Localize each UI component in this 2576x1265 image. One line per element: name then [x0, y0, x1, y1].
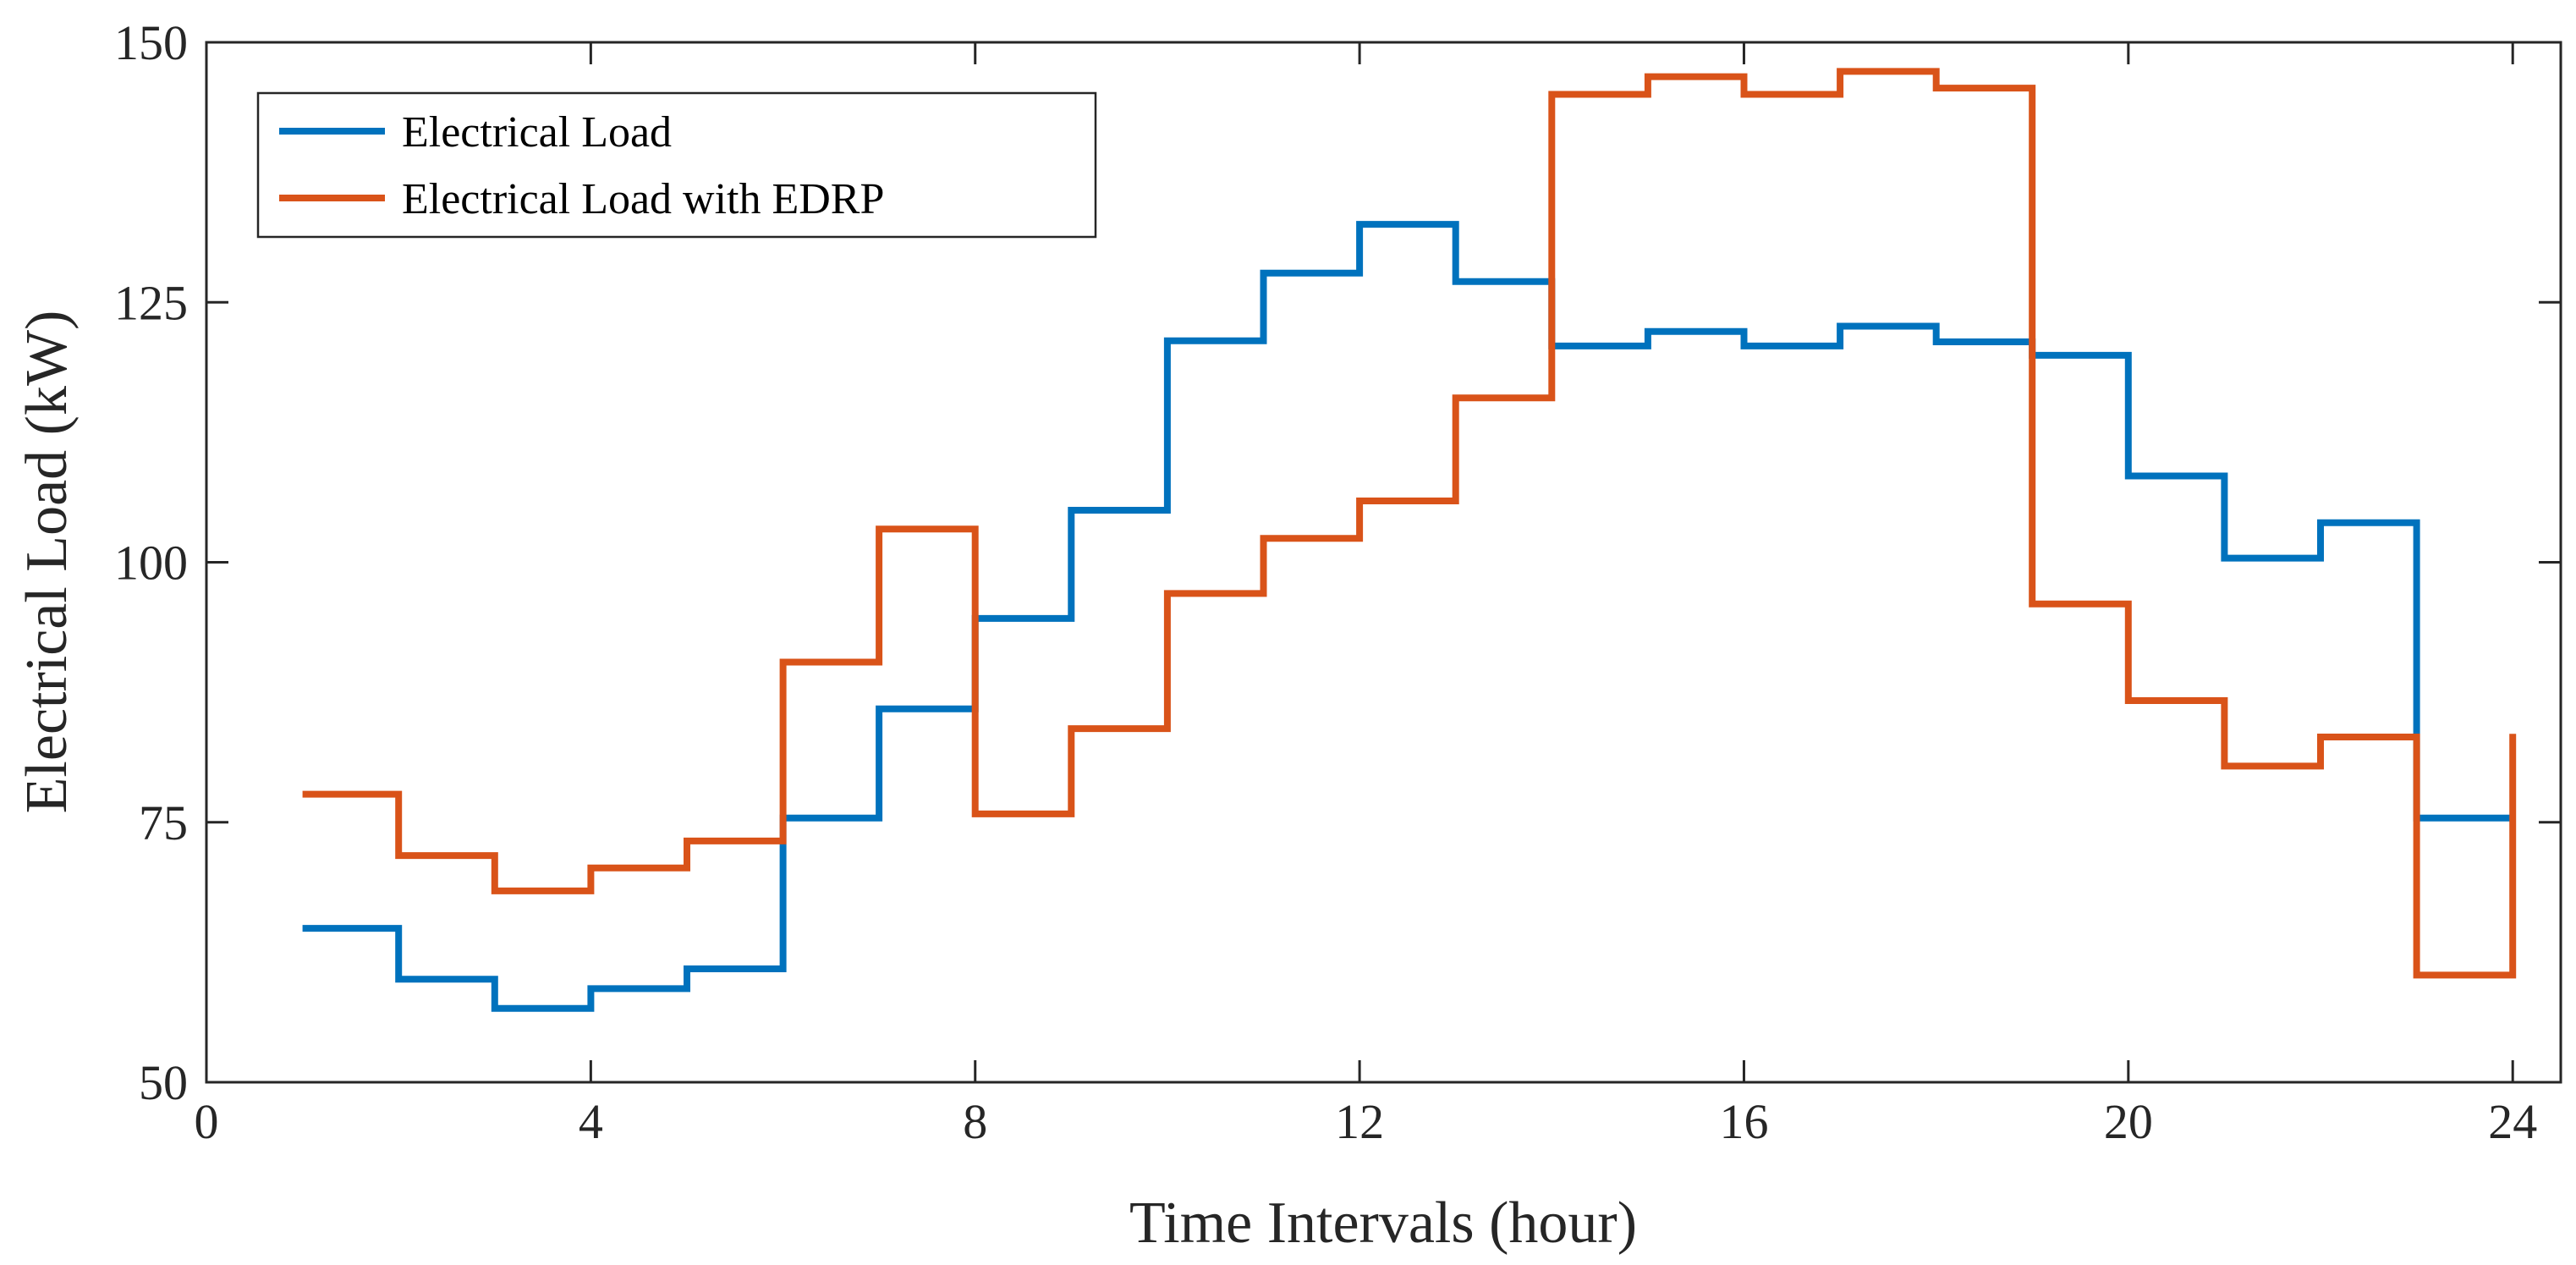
- x-tick-labels: 0 4 8 12 16 20 24: [195, 1094, 2538, 1149]
- x-tick-label: 24: [2488, 1094, 2537, 1149]
- legend-label-electrical-load-with-edrp: Electrical Load with EDRP: [402, 175, 884, 223]
- series-line-electrical-load-with-edrp: [302, 68, 2517, 979]
- y-tick-label: 75: [139, 795, 188, 850]
- x-tick-label: 0: [195, 1094, 219, 1149]
- x-tick-label: 20: [2104, 1094, 2153, 1149]
- series-layer: [302, 68, 2517, 1012]
- y-tick-label: 125: [114, 275, 188, 330]
- y-axis-title: Electrical Load (kW): [14, 311, 80, 814]
- axis-ticks: [205, 41, 2561, 1084]
- x-tick-label: 8: [963, 1094, 987, 1149]
- y-tick-label: 150: [114, 15, 188, 70]
- legend-box: [256, 91, 1097, 239]
- x-axis-title: Time Intervals (hour): [1129, 1191, 1637, 1256]
- legend-label-electrical-load: Electrical Load: [402, 108, 672, 157]
- series-line-electrical-load: [302, 221, 2513, 1012]
- y-tick-label: 100: [114, 536, 188, 591]
- y-tick-label: 50: [139, 1055, 188, 1110]
- legend: Electrical Load Electrical Load with EDR…: [256, 91, 1097, 239]
- x-tick-label: 4: [579, 1094, 603, 1149]
- y-tick-labels: 50 75 100 125 150: [114, 15, 188, 1110]
- x-tick-label: 16: [1719, 1094, 1768, 1149]
- x-tick-label: 12: [1335, 1094, 1384, 1149]
